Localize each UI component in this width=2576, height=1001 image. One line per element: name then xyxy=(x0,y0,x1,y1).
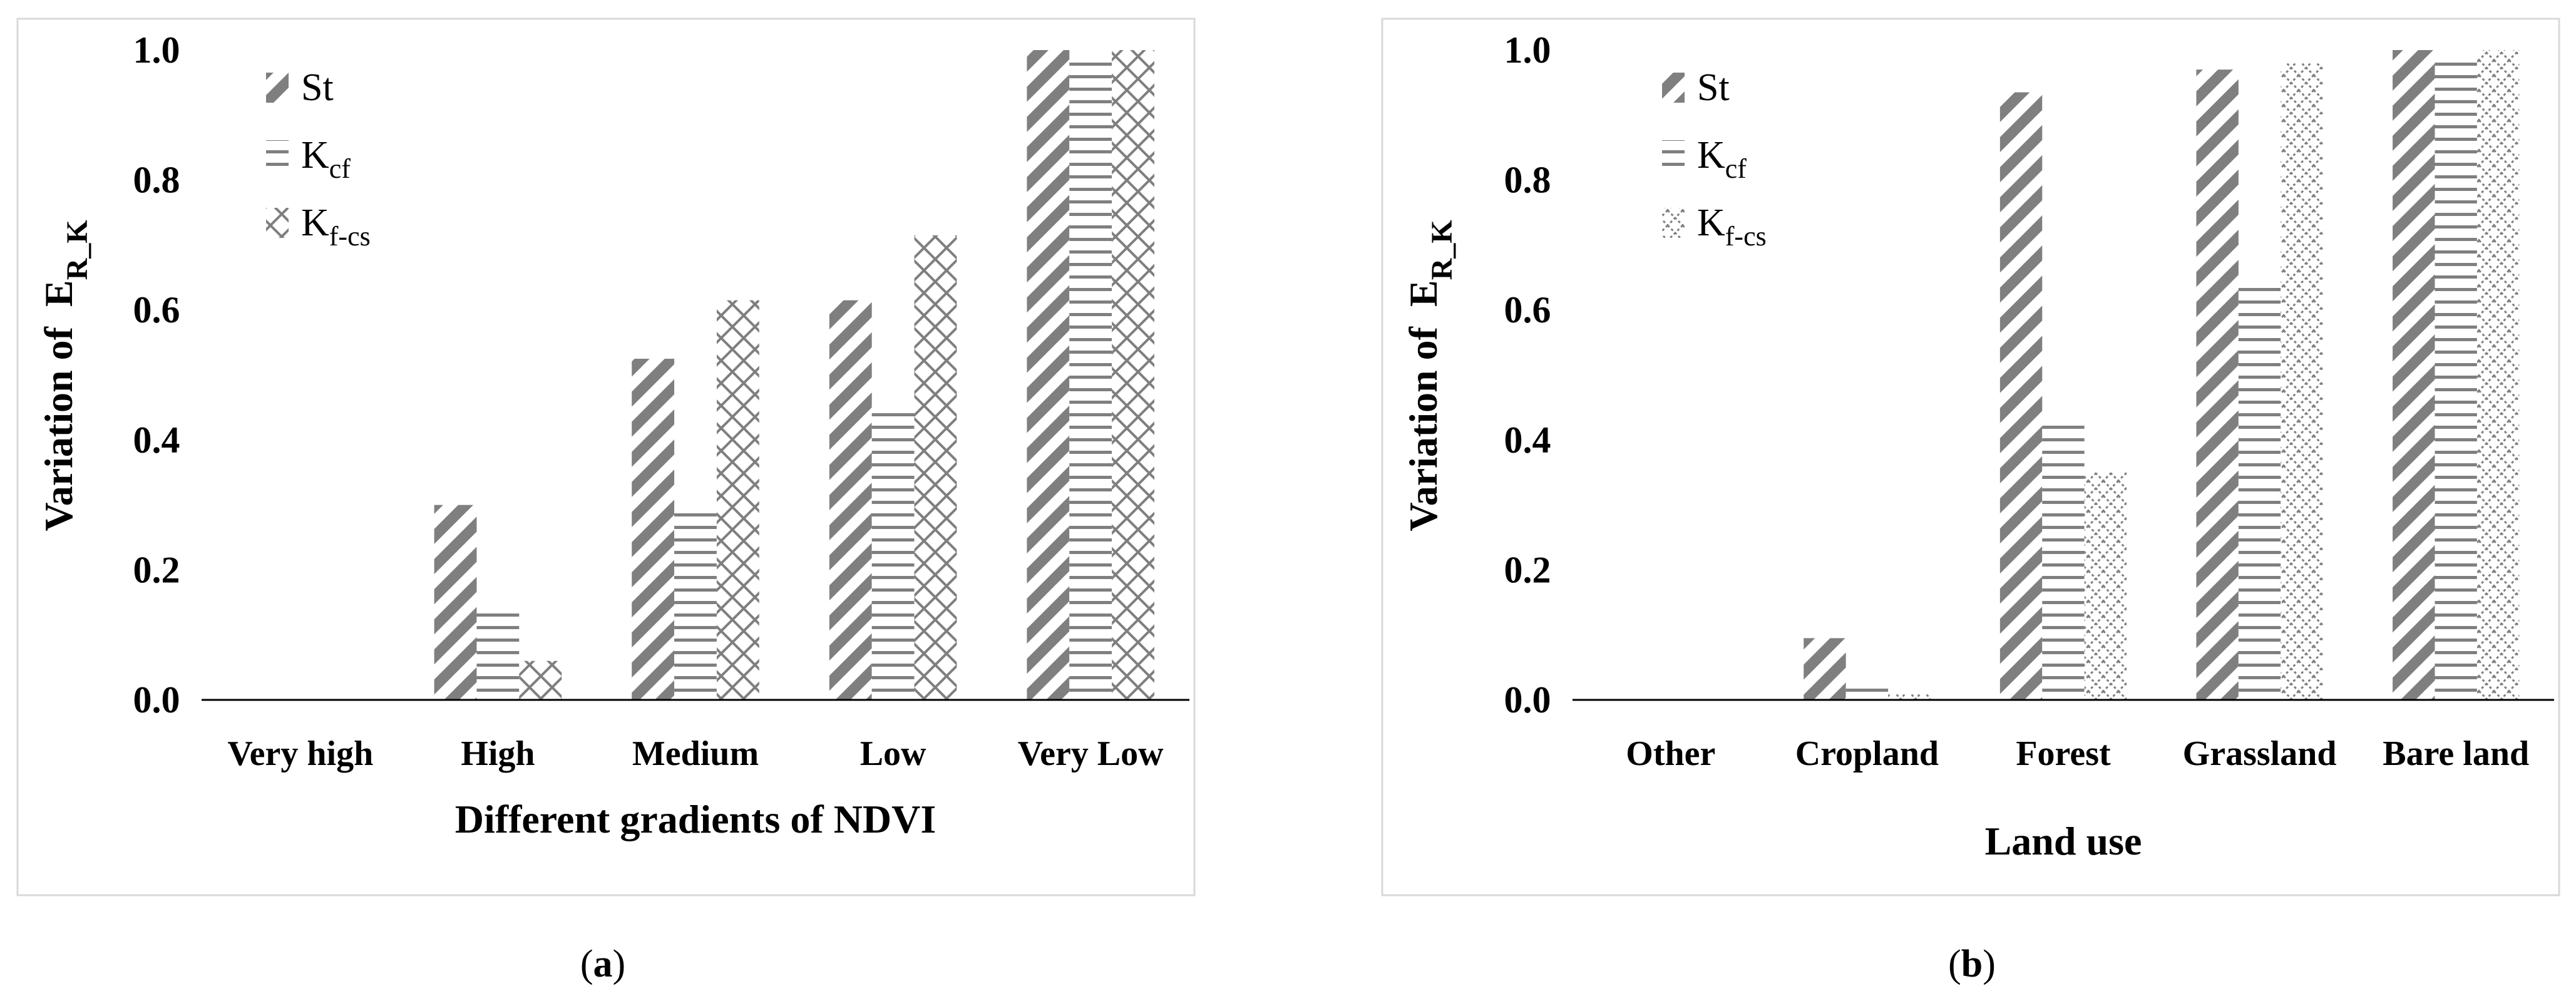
panel-b-bar-kfcs-2 xyxy=(2084,472,2127,700)
panel-b-bar-kfcs-3 xyxy=(2281,63,2323,700)
panel-a-ytick-label: 0.4 xyxy=(133,419,180,461)
panel-a-category-label: Low xyxy=(860,734,926,773)
panel-b-bar-kcf-4 xyxy=(2435,56,2477,700)
panel-b-panel-tag-open: ( xyxy=(1948,943,1961,985)
panel-a-legend-symbol: St xyxy=(301,66,334,109)
panel-b-legend-subscript: f-cs xyxy=(1725,221,1767,252)
panel-b-bar-kcf-2 xyxy=(2042,420,2085,700)
panel-b-x-axis-title: Land use xyxy=(1985,819,2142,863)
panel-b-category-label: Forest xyxy=(2016,734,2111,773)
panel-a-legend-subscript: f-cs xyxy=(329,221,371,252)
panel-a-bar-st-1 xyxy=(434,505,477,700)
panel-a-panel-tag-close: ) xyxy=(613,943,626,985)
panel-b-category-label: Bare land xyxy=(2383,734,2529,773)
panel-b-ytick-label: 0.2 xyxy=(1504,549,1551,590)
panel-b-legend-symbol: St xyxy=(1697,66,1730,109)
panel-b-bar-kfcs-4 xyxy=(2476,50,2520,700)
panel-a-panel-tag: (a) xyxy=(580,943,625,985)
panel-a-legend-subscript: cf xyxy=(329,153,351,184)
panel-b-ytick-label: 1.0 xyxy=(1504,29,1551,71)
panel-b-bar-st-3 xyxy=(2196,69,2239,700)
panel-a: 0.0 0.2 0.4 0.6 0.8 1.0 Very high High Medium Low… xyxy=(16,18,1196,985)
panel-b-legend-subscript: cf xyxy=(1725,153,1747,184)
panel-b-category-label: Grassland xyxy=(2183,734,2337,773)
panel-b-panel-tag-letter: b xyxy=(1961,943,1983,985)
panel-b-ytick-label: 0.4 xyxy=(1504,419,1551,461)
panel-a-category-label: Medium xyxy=(632,734,759,773)
panel-b-legend-symbol: K xyxy=(1697,134,1725,177)
panel-a-bar-kfcs-4 xyxy=(1112,50,1154,700)
panel-a-legend-symbol: K xyxy=(301,202,329,244)
panel-a-legend-label: St xyxy=(301,66,334,109)
panel-b-panel-tag-close: ) xyxy=(1983,943,1996,985)
panel-b-y-axis-title-prefix: Variation of xyxy=(1401,307,1445,531)
panel-b-bar-kfcs-1 xyxy=(1888,693,1931,700)
panel-b-legend-label: Kcf xyxy=(1697,134,1747,184)
panel-a-bar-st-4 xyxy=(1027,50,1070,700)
panel-b-legend-label: St xyxy=(1697,66,1730,109)
panel-a-bar-kcf-1 xyxy=(476,612,520,700)
panel-a-bar-st-3 xyxy=(829,300,872,700)
panel-b-legend-swatch xyxy=(1662,73,1685,103)
panel-a-category-label: Very Low xyxy=(1018,734,1164,773)
panel-a-y-axis-title-prefix: Variation of xyxy=(36,307,81,531)
panel-b-ytick-label: 0.8 xyxy=(1504,160,1551,201)
panel-b-bar-kcf-3 xyxy=(2238,284,2281,700)
panel-b-category-label: Other xyxy=(1626,734,1715,773)
panel-a-y-axis-title-symbol: E xyxy=(36,280,81,307)
panel-a-legend-swatch xyxy=(266,73,289,103)
panel-a-y-axis-title-subscript: R_K xyxy=(61,220,94,280)
panel-a-plot: 0.0 0.2 0.4 0.6 0.8 1.0 Very high High Medium Low… xyxy=(36,29,1189,985)
panel-a-ytick-label: 0.0 xyxy=(133,679,180,721)
panel-a-panel-tag-open: ( xyxy=(580,943,593,985)
panel-a-category-label: Very high xyxy=(227,734,373,773)
panel-a-bar-kcf-4 xyxy=(1069,59,1112,700)
panel-a-panel-tag-letter: a xyxy=(593,943,613,985)
panel-b-ytick-label: 0.0 xyxy=(1504,679,1551,721)
panel-a-ytick-label: 0.6 xyxy=(133,289,180,331)
panel-a-bar-kfcs-1 xyxy=(519,660,562,700)
panel-a-legend-swatch xyxy=(266,208,289,238)
panel-a-bar-kcf-3 xyxy=(871,404,915,700)
panel-a-bar-kfcs-2 xyxy=(716,300,759,700)
panel-b-bar-st-2 xyxy=(1999,92,2043,701)
panel-b-bar-st-1 xyxy=(1804,638,1846,700)
panel-a-ytick-label: 0.8 xyxy=(133,160,180,201)
panel-a-y-axis-title: Variation of ER_K xyxy=(36,220,94,531)
panel-a-ytick-label: 0.2 xyxy=(133,549,180,590)
panel-b: 0.0 0.2 0.4 0.6 0.8 1.0 Other Cropland Forest Gra… xyxy=(1381,18,2560,985)
panel-a-legend-label: Kf-cs xyxy=(301,202,371,252)
panel-b-legend-symbol: K xyxy=(1697,202,1725,244)
panel-b-plot: 0.0 0.2 0.4 0.6 0.8 1.0 Other Cropland Forest Gra… xyxy=(1401,29,2554,985)
panel-a-legend-swatch xyxy=(266,140,289,170)
panel-b-category-label: Cropland xyxy=(1795,734,1939,773)
panel-b-ytick-label: 0.6 xyxy=(1504,289,1551,331)
panel-a-bar-kfcs-3 xyxy=(914,235,957,701)
panel-b-legend-swatch xyxy=(1662,140,1685,170)
panel-b-legend-label: Kf-cs xyxy=(1697,202,1767,252)
panel-a-x-axis-title: Different gradients of NDVI xyxy=(455,797,936,841)
panel-a-legend-label: Kcf xyxy=(301,134,351,184)
panel-b-y-axis-title: Variation of ER_K xyxy=(1401,220,1459,531)
panel-a-ytick-label: 1.0 xyxy=(133,29,180,71)
panel-b-bar-kcf-1 xyxy=(1845,687,1889,700)
panel-b-y-axis-title-subscript: R_K xyxy=(1425,220,1459,280)
panel-a-border xyxy=(16,18,1196,896)
panel-a-legend-symbol: K xyxy=(301,134,329,177)
panel-b-legend-swatch xyxy=(1662,208,1685,238)
panel-a-bar-kcf-2 xyxy=(674,508,717,700)
panel-a-bar-st-2 xyxy=(632,359,675,700)
panel-b-y-axis-title-symbol: E xyxy=(1401,280,1445,307)
panel-b-border xyxy=(1381,18,2560,896)
panel-a-category-label: High xyxy=(461,734,535,773)
panel-b-panel-tag: (b) xyxy=(1948,943,1996,985)
panel-b-bar-st-4 xyxy=(2393,50,2435,700)
